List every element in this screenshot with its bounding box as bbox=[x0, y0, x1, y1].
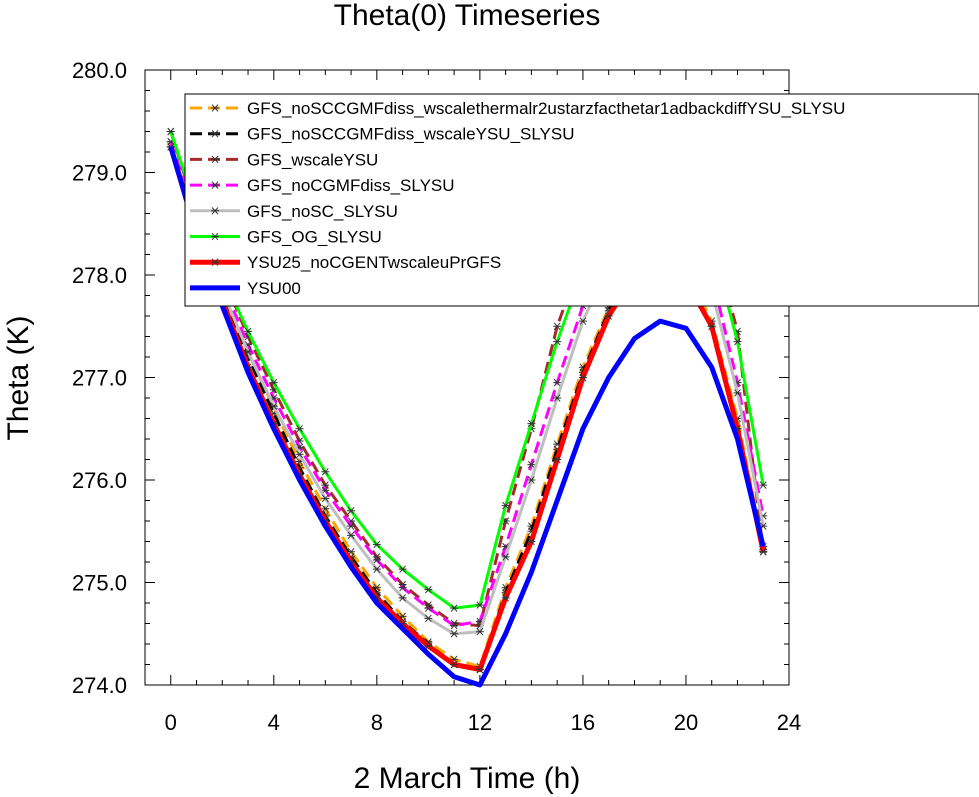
data-point-marker bbox=[733, 337, 742, 346]
data-point-marker bbox=[398, 583, 407, 592]
data-point-marker bbox=[527, 537, 536, 546]
chart-title: Theta(0) Timeseries bbox=[334, 0, 601, 32]
data-point-marker bbox=[501, 553, 510, 561]
data-point-marker bbox=[450, 604, 459, 612]
data-point-marker bbox=[166, 127, 175, 136]
data-point-marker bbox=[321, 468, 330, 476]
y-tick-label: 276.0 bbox=[72, 468, 127, 493]
legend-item: GFS_noCGMFdiss_SLYSU bbox=[190, 176, 455, 195]
x-tick-label: 24 bbox=[777, 710, 801, 735]
x-tick-label: 16 bbox=[571, 710, 595, 735]
data-point-marker bbox=[372, 565, 381, 573]
data-point-marker bbox=[553, 378, 562, 387]
legend-label: GFS_noSC_SLYSU bbox=[247, 202, 398, 221]
legend-item: GFS_noSCCGMFdiss_wscaleYSU_SLYSU bbox=[190, 125, 575, 144]
data-point-marker bbox=[269, 402, 278, 410]
data-point-marker bbox=[347, 531, 356, 540]
data-point-marker bbox=[578, 373, 587, 382]
legend-label: YSU00 bbox=[247, 279, 301, 298]
data-point-marker bbox=[424, 614, 433, 623]
data-point-marker bbox=[553, 337, 562, 346]
data-point-marker bbox=[347, 522, 356, 530]
data-point-marker bbox=[527, 476, 536, 484]
data-point-marker bbox=[269, 378, 278, 387]
y-tick-label: 277.0 bbox=[72, 366, 127, 391]
data-point-marker bbox=[578, 317, 587, 325]
legend-label: GFS_noCGMFdiss_SLYSU bbox=[247, 176, 455, 195]
x-axis-label: 2 March Time (h) bbox=[354, 762, 581, 795]
data-point-marker bbox=[475, 601, 484, 609]
x-tick-label: 8 bbox=[371, 710, 383, 735]
data-point-marker bbox=[553, 322, 562, 330]
data-point-marker bbox=[475, 627, 484, 636]
data-point-marker bbox=[372, 556, 381, 564]
data-point-marker bbox=[553, 394, 562, 402]
y-axis-label: Theta (K) bbox=[2, 315, 35, 440]
data-point-marker bbox=[295, 450, 304, 459]
legend-item: YSU25_noCGENTwscaleuPrGFS bbox=[190, 253, 501, 272]
legend: GFS_noSCCGMFdiss_wscalethermalr2ustarzfa… bbox=[184, 93, 979, 307]
data-point-marker bbox=[553, 455, 562, 464]
x-tick-label: 0 bbox=[165, 710, 177, 735]
y-tick-label: 274.0 bbox=[72, 673, 127, 698]
legend-marker bbox=[211, 155, 219, 164]
data-point-marker bbox=[759, 548, 768, 556]
legend-label: GFS_OG_SLYSU bbox=[247, 228, 382, 247]
data-point-marker bbox=[424, 604, 433, 612]
data-point-marker bbox=[347, 507, 356, 515]
legend-marker bbox=[211, 181, 219, 189]
data-point-marker bbox=[527, 419, 536, 428]
x-tick-label: 20 bbox=[674, 710, 698, 735]
ticks-layer: 0 4 8 12 16 20 24 274.0 275.0 276.0 277.0 278.0 279.… bbox=[72, 58, 801, 735]
data-point-marker bbox=[424, 642, 433, 650]
data-point-marker bbox=[450, 621, 459, 630]
y-tick-label: 275.0 bbox=[72, 571, 127, 596]
data-point-marker bbox=[295, 425, 304, 433]
x-tick-label: 12 bbox=[468, 710, 492, 735]
data-point-marker bbox=[244, 348, 253, 356]
data-point-marker bbox=[244, 327, 253, 336]
y-tick-label: 280.0 bbox=[72, 58, 127, 83]
data-point-marker bbox=[475, 665, 484, 674]
legend-item: GFS_noSC_SLYSU bbox=[190, 202, 398, 221]
data-point-marker bbox=[424, 585, 433, 594]
y-tick-label: 279.0 bbox=[72, 161, 127, 186]
legend-item: GFS_wscaleYSU bbox=[190, 150, 378, 169]
data-point-marker bbox=[450, 660, 459, 669]
series-line bbox=[168, 146, 766, 688]
data-point-marker bbox=[501, 594, 510, 602]
data-point-marker bbox=[759, 481, 768, 489]
legend-label: GFS_noSCCGMFdiss_wscalethermalr2ustarzfa… bbox=[247, 99, 845, 118]
data-point-marker bbox=[501, 501, 510, 510]
data-point-marker bbox=[733, 389, 742, 397]
legend-marker bbox=[211, 232, 219, 241]
legend-label: GFS_wscaleYSU bbox=[247, 150, 378, 169]
data-point-marker bbox=[398, 594, 407, 602]
data-point-marker bbox=[321, 494, 330, 503]
legend-marker bbox=[211, 207, 219, 215]
data-point-marker bbox=[707, 322, 716, 330]
data-point-marker bbox=[604, 312, 613, 320]
x-tick-label: 4 bbox=[268, 710, 280, 735]
legend-item: GFS_OG_SLYSU bbox=[190, 228, 382, 247]
legend-label: YSU25_noCGENTwscaleuPrGFS bbox=[247, 253, 501, 272]
data-point-marker bbox=[527, 460, 536, 469]
data-point-marker bbox=[372, 540, 381, 549]
legend-box bbox=[184, 93, 979, 307]
data-point-marker bbox=[450, 630, 459, 638]
series-ysu00 bbox=[168, 146, 766, 688]
legend-marker bbox=[211, 104, 219, 112]
legend-item: YSU00 bbox=[190, 279, 301, 298]
data-point-marker bbox=[398, 565, 407, 573]
legend-marker bbox=[211, 258, 219, 266]
legend-label: GFS_noSCCGMFdiss_wscaleYSU_SLYSU bbox=[247, 125, 575, 144]
y-tick-label: 278.0 bbox=[72, 263, 127, 288]
data-point-marker bbox=[321, 504, 330, 513]
legend-marker bbox=[211, 129, 219, 138]
legend-item: GFS_noSCCGMFdiss_wscalethermalr2ustarzfa… bbox=[190, 99, 845, 118]
